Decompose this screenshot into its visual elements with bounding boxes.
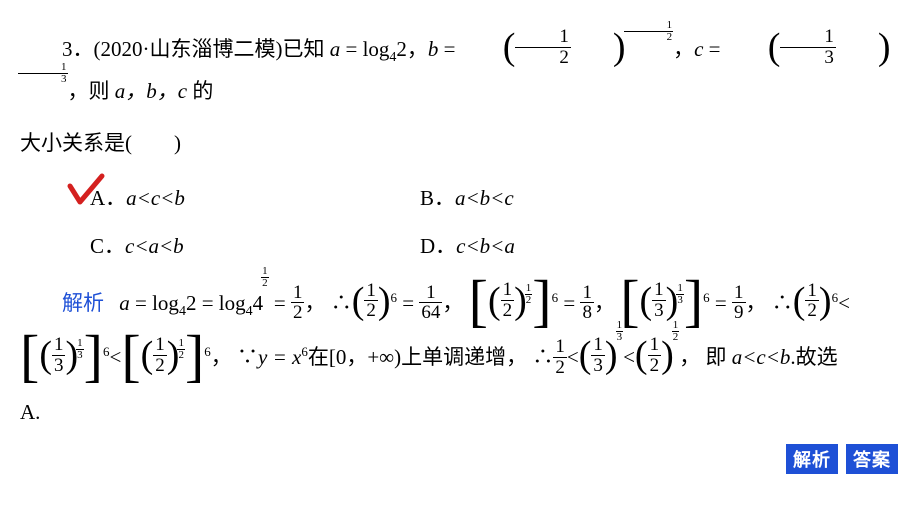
option-a-prefix: A．: [90, 186, 126, 210]
log-arg: 2: [396, 37, 407, 61]
question-source: (2020·山东淄博二模): [94, 37, 283, 61]
question-line-2: 大小关系是( ): [20, 124, 900, 164]
page-root: 3．(2020·山东淄博二模)已知 a = log42，b = (12) 12，…: [0, 0, 920, 488]
options-row-2: C．c<a<b D．c<b<a: [90, 224, 900, 268]
var-a: a: [330, 37, 341, 61]
option-c-text: c<a<b: [125, 234, 184, 258]
answer-button[interactable]: 答案: [846, 444, 898, 474]
options-row-1: A．a<c<b B．a<b<c: [90, 176, 900, 220]
conclusion: a<c<b: [732, 345, 791, 369]
option-b-text: a<b<c: [455, 186, 514, 210]
option-c-prefix: C．: [90, 234, 125, 258]
final-text: .故选: [790, 345, 837, 369]
stem-after: 的: [187, 79, 213, 103]
bottom-buttons: 解析 答案: [786, 444, 898, 474]
var-b: b: [428, 37, 439, 61]
interval-text: 在[0，+∞)上单调递增，: [308, 345, 527, 369]
log-text: log: [363, 37, 390, 61]
stem-prefix: 已知: [282, 37, 329, 61]
option-b-prefix: B．: [420, 186, 455, 210]
vars: a，b，c: [115, 79, 187, 103]
option-d-text: c<b<a: [456, 234, 515, 258]
question-line-1: 3．(2020·山东淄博二模)已知 a = log42，b = (12) 12，…: [20, 30, 900, 112]
stem-tail: ，则: [68, 79, 115, 103]
ie-text: 即: [705, 345, 731, 369]
analysis-button[interactable]: 解析: [786, 444, 838, 474]
final-answer-line: A.: [20, 400, 40, 424]
option-a[interactable]: A．a<c<b: [90, 176, 420, 220]
option-a-text: a<c<b: [126, 186, 185, 210]
option-b[interactable]: B．a<b<c: [420, 176, 750, 220]
c-expr: (13): [726, 29, 891, 70]
b-expr: (12): [461, 29, 626, 70]
c-exp: 13: [18, 62, 68, 85]
analysis-block: 解析 a = log42 = log4412 = 12， ∴(12)6 = 16…: [20, 276, 900, 440]
question-number: 3: [62, 37, 73, 61]
analysis-label: 解析: [62, 291, 104, 315]
option-d[interactable]: D．c<b<a: [420, 224, 750, 268]
var-c: c: [694, 37, 703, 61]
b-exp: 12: [624, 20, 674, 43]
option-d-prefix: D．: [420, 234, 456, 258]
option-c[interactable]: C．c<a<b: [90, 224, 420, 268]
